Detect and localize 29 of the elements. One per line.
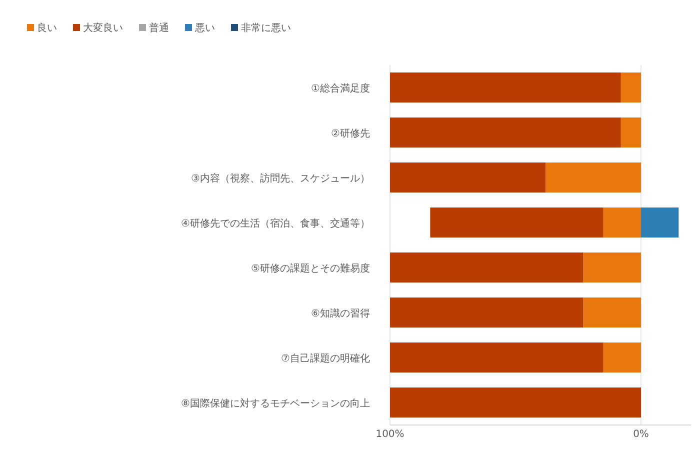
y-tick-label: ⑤研修の課題とその難易度 [251, 262, 370, 274]
y-tick-label: ⑦自己課題の明確化 [281, 352, 370, 364]
legend-label: 普通 [149, 22, 169, 34]
bar [390, 162, 546, 192]
y-tick-label: ⑧国際保健に対するモチベーションの向上 [181, 398, 370, 410]
y-tick-label: ②研修先 [331, 128, 370, 140]
legend-label: 非常に悪い [241, 22, 291, 34]
bar [620, 72, 641, 102]
legend-label: 良い [37, 22, 57, 34]
bar [390, 298, 584, 328]
bar [390, 342, 604, 372]
bar [390, 118, 621, 148]
bar [603, 342, 641, 372]
y-tick-label: ③内容（視察、訪問先、スケジュール） [191, 172, 370, 184]
bar [390, 388, 641, 418]
bar [546, 162, 641, 192]
bar [390, 252, 584, 282]
bar [390, 72, 621, 102]
legend-label: 大変良い [83, 22, 123, 34]
y-tick-label: ④研修先での生活（宿泊、食事、交通等） [181, 218, 370, 230]
y-tick-label: ①総合満足度 [311, 82, 370, 94]
bar [620, 118, 641, 148]
bar [583, 252, 641, 282]
bar [583, 298, 641, 328]
bar [430, 208, 604, 238]
y-tick-label: ⑥知識の習得 [311, 308, 370, 320]
x-tick-label: 100% [376, 429, 404, 440]
x-tick-label: 0% [633, 429, 649, 440]
legend-label: 悪い [194, 23, 215, 34]
